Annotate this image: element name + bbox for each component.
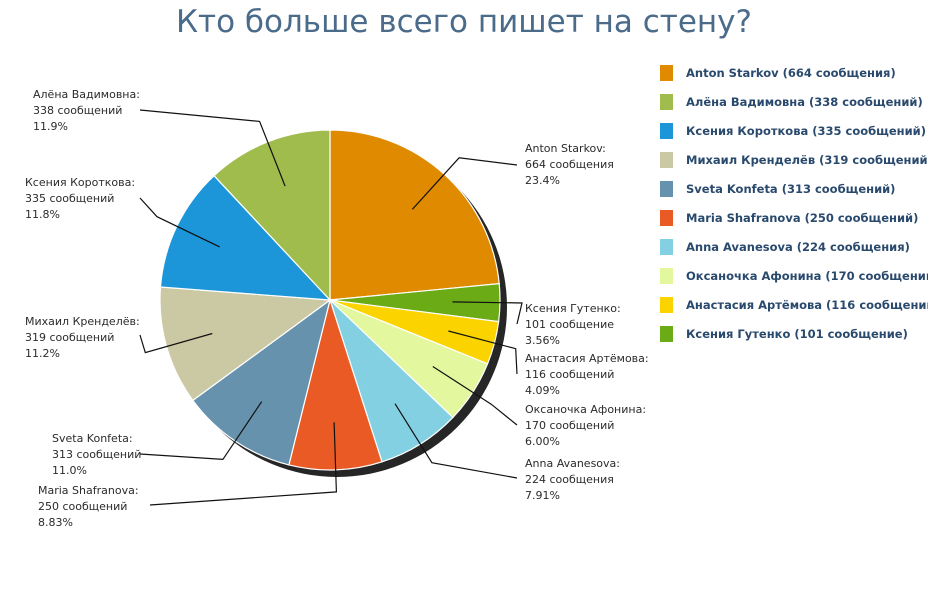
slice-label-михаил-кренделёв: Михаил Кренделёв: 319 сообщений 11.2% [25, 315, 140, 360]
legend-item-алёна-вадимовна: Алёна Вадимовна (338 сообщений) [660, 87, 928, 116]
slice-label-оксаночка-афонина: Оксаночка Афонина: 170 сообщений 6.00% [525, 403, 646, 448]
legend-label: Оксаночка Афонина (170 сообщений] [686, 269, 928, 284]
legend-swatch [660, 326, 673, 343]
leader-line-anna-avanesova [394, 403, 518, 479]
slice-label-sveta-konfeta: Sveta Konfeta: 313 сообщений 11.0% [52, 432, 141, 477]
legend-item-anna-avanesova: Anna Avanesova (224 сообщения) [660, 233, 928, 262]
pie-chart: Anton Starkov: 664 сообщения 23.4% Ксения Г… [25, 88, 649, 529]
slice-label-ксения-короткова: Ксения Короткова: 335 сообщений 11.8% [25, 176, 135, 221]
leader-line-anton-starkov [411, 157, 518, 210]
leader-line-ксения-короткова [139, 197, 220, 248]
pie-slice-anton-starkov [329, 129, 500, 301]
slice-label-анастасия-артёмова: Анастасия Артёмова: 116 сообщений 4.09% [525, 352, 649, 397]
legend-label: Ксения Короткова (335 сообщений) [686, 123, 926, 138]
slice-label-maria-shafranova: Maria Shafranova: 250 сообщений 8.83% [38, 484, 139, 529]
legend-swatch [660, 151, 673, 168]
legend-item-ксения-короткова: Ксения Короткова (335 сообщений) [660, 116, 928, 145]
legend-swatch [660, 297, 673, 314]
slice-label-anna-avanesova: Anna Avanesova: 224 сообщения 7.91% [525, 457, 620, 502]
chart-title: Кто больше всего пишет на стену? [176, 4, 752, 40]
leader-line-михаил-кренделёв [139, 332, 213, 354]
legend-item-sveta-konfeta: Sveta Konfeta (313 сообщений) [660, 174, 928, 203]
legend-label: Алёна Вадимовна (338 сообщений) [686, 94, 923, 109]
legend-swatch [660, 180, 673, 197]
chart-legend: Anton Starkov (664 сообщения) Алёна Вадим… [660, 58, 928, 349]
legend-swatch [660, 64, 673, 81]
legend-swatch [660, 122, 673, 139]
leader-line-maria-shafranova [149, 422, 338, 506]
leader-line-анастасия-артёмова [448, 330, 518, 375]
legend-swatch [660, 239, 673, 256]
legend-label: Михаил Кренделёв (319 сообщений) [686, 152, 928, 167]
legend-swatch [660, 93, 673, 110]
legend-item-ксения-гутенко: Ксения Гутенко (101 сообщение) [660, 320, 928, 349]
legend-item-анастасия-артёмова: Анастасия Артёмова (116 сообщений [660, 291, 928, 320]
leader-line-sveta-konfeta [139, 401, 263, 461]
legend-label: Anna Avanesova (224 сообщения) [686, 240, 910, 255]
legend-item-maria-shafranova: Maria Shafranova (250 сообщений) [660, 203, 928, 232]
legend-swatch [660, 210, 673, 227]
legend-label: Ксения Гутенко (101 сообщение) [686, 327, 908, 342]
legend-label: Anton Starkov (664 сообщения) [686, 65, 896, 80]
legend-label: Sveta Konfeta (313 сообщений) [686, 181, 896, 196]
leader-line-оксаночка-афонина [432, 365, 518, 426]
legend-item-михаил-кренделёв: Михаил Кренделёв (319 сообщений) [660, 145, 928, 174]
leader-line-ксения-гутенко [452, 301, 523, 325]
legend-label: Maria Shafranova (250 сообщений) [686, 211, 919, 226]
legend-swatch [660, 268, 673, 285]
legend-item-anton-starkov: Anton Starkov (664 сообщения) [660, 58, 928, 87]
legend-item-оксаночка-афонина: Оксаночка Афонина (170 сообщений] [660, 262, 928, 291]
leader-line-алёна-вадимовна [139, 109, 286, 187]
legend-label: Анастасия Артёмова (116 сообщений [686, 298, 928, 313]
slice-label-anton-starkov: Anton Starkov: 664 сообщения 23.4% [525, 142, 614, 187]
slice-label-ксения-гутенко: Ксения Гутенко: 101 сообщение 3.56% [525, 302, 621, 347]
slice-label-алёна-вадимовна: Алёна Вадимовна: 338 сообщений 11.9% [33, 88, 140, 133]
